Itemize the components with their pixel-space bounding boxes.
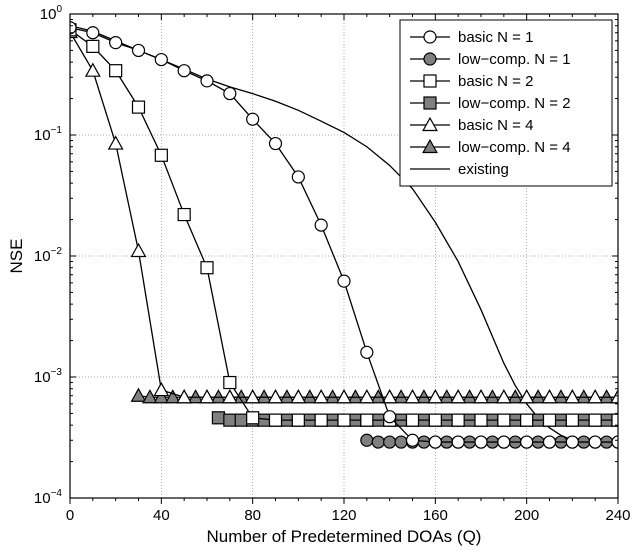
x-tick-label: 80 <box>244 507 261 524</box>
x-tick-label: 160 <box>423 507 448 524</box>
y-axis-label: NSE <box>7 239 26 274</box>
series-low1 <box>361 434 624 448</box>
x-tick-label: 240 <box>605 507 630 524</box>
legend: basic N = 1 low−comp. N = 1 basic N = 2 low… <box>400 20 612 186</box>
legend-label: basic N = 4 <box>458 117 533 134</box>
x-tick-label: 200 <box>514 507 539 524</box>
legend-label: basic N = 2 <box>458 73 533 90</box>
x-tick-label: 40 <box>153 507 170 524</box>
x-tick-label: 0 <box>66 507 74 524</box>
legend-label: low−comp. N = 1 <box>458 51 571 68</box>
legend-label: existing <box>458 161 509 178</box>
x-axis-label: Number of Predetermined DOAs (Q) <box>207 527 482 546</box>
legend-label: low−comp. N = 4 <box>458 139 571 156</box>
x-tick-label: 120 <box>331 507 356 524</box>
legend-label: basic N = 1 <box>458 29 533 46</box>
nse-chart: 0408012016020024010−410−310−210−1100Numb… <box>0 0 636 558</box>
legend-label: low−comp. N = 2 <box>458 95 571 112</box>
